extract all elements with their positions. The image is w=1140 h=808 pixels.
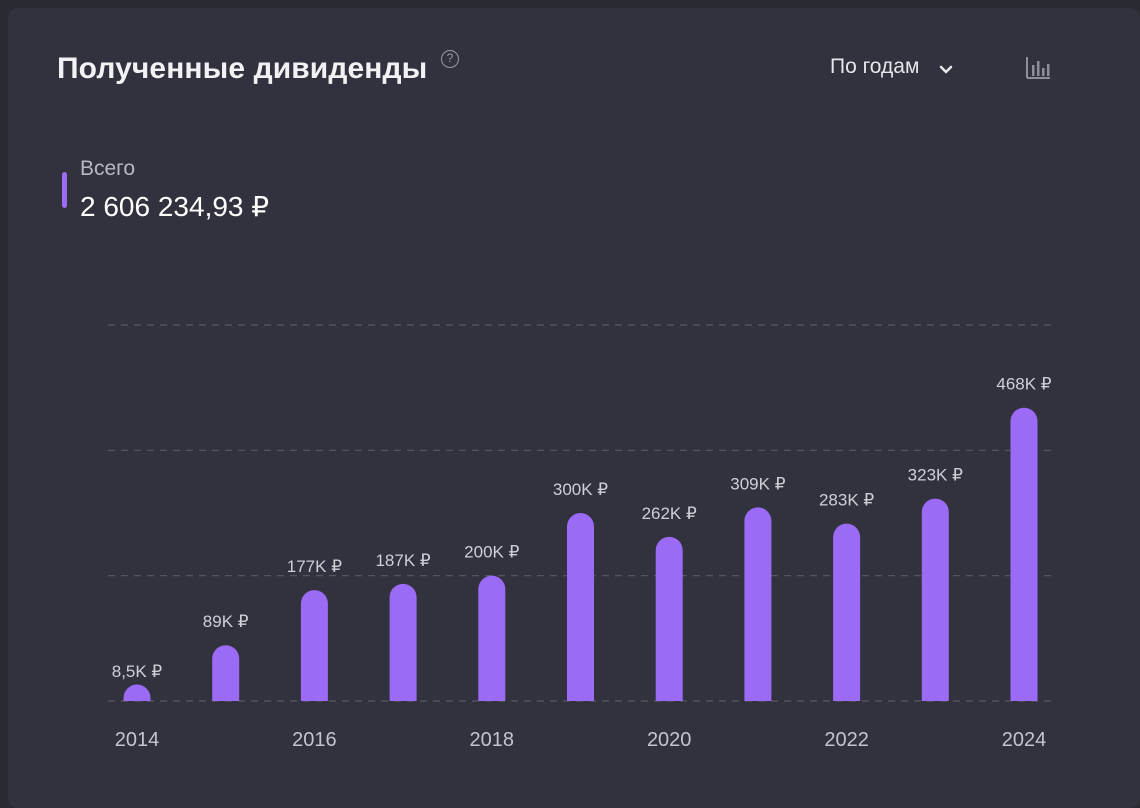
x-tick-label: 2024 — [1002, 729, 1047, 751]
bar-chart-icon[interactable] — [1024, 55, 1052, 81]
data-label: 283K ₽ — [819, 491, 874, 510]
x-tick-label: 2020 — [647, 729, 692, 751]
data-label: 300K ₽ — [553, 480, 608, 499]
chevron-down-icon — [940, 65, 953, 74]
period-dropdown[interactable]: По годам — [830, 52, 953, 82]
total-value: 2 606 234,93 ₽ — [80, 191, 270, 222]
data-label: 8,5K ₽ — [112, 662, 163, 681]
bar-2021[interactable] — [744, 507, 772, 701]
bar-2014[interactable] — [123, 684, 151, 702]
x-tick-label: 2022 — [824, 729, 869, 751]
data-label: 323K ₽ — [908, 466, 963, 485]
question-circle-icon[interactable]: ? — [441, 50, 459, 68]
data-label: 262K ₽ — [642, 504, 697, 523]
data-label: 200K ₽ — [464, 543, 519, 562]
data-label: 177K ₽ — [287, 557, 342, 576]
bar-2017[interactable] — [389, 583, 417, 701]
bar-2019[interactable] — [567, 513, 594, 701]
data-label: 187K ₽ — [375, 551, 430, 570]
bar-2015[interactable] — [212, 645, 240, 701]
period-dropdown-label: По годам — [830, 55, 920, 78]
data-label: 89K ₽ — [203, 612, 249, 631]
page-title: Полученные дивиденды — [57, 52, 428, 85]
bar-2018[interactable] — [478, 575, 506, 701]
bar-2016[interactable] — [300, 590, 328, 701]
data-label: 309K ₽ — [730, 474, 785, 493]
bar-2022[interactable] — [833, 523, 861, 701]
x-axis: 2014 2016 2018 2020 2022 2024 — [115, 729, 1047, 751]
labels-layer: 8,5K ₽ 89K ₽ 177K ₽ 187K ₽ 200K ₽ 300K ₽ 262K … — [112, 375, 1052, 681]
x-tick-label: 2018 — [470, 729, 515, 751]
data-label: 468K ₽ — [996, 375, 1051, 394]
bar-2020[interactable] — [655, 536, 683, 701]
legend-marker — [62, 172, 67, 208]
bars-layer — [123, 407, 1038, 702]
bar-2023[interactable] — [921, 498, 949, 701]
bar-2024[interactable] — [1010, 407, 1038, 701]
x-tick-label: 2014 — [115, 729, 160, 751]
x-tick-label: 2016 — [292, 729, 337, 751]
total-label: Всего — [80, 157, 136, 180]
